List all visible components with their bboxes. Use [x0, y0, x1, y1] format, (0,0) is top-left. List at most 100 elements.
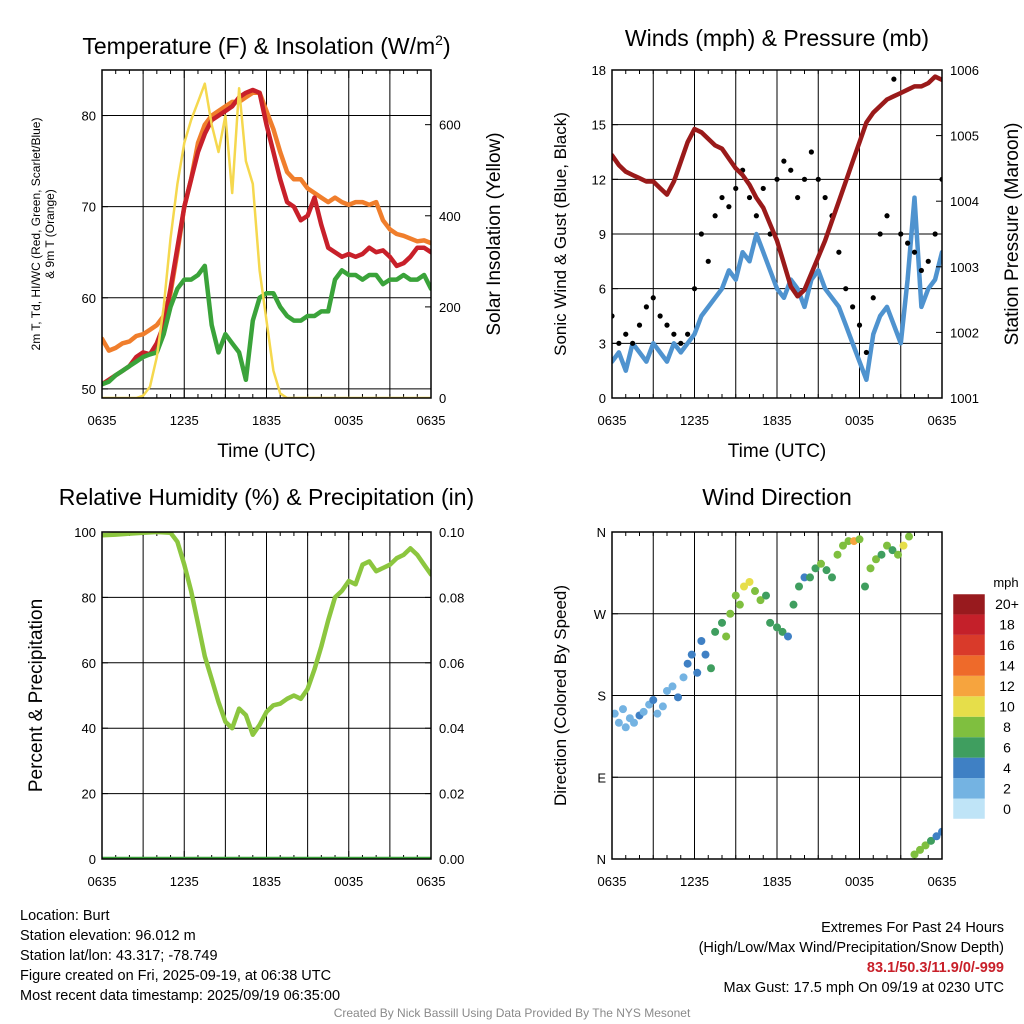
chart-panel-2: 0 3 6 9 12 15 18 1001 1002 1003 1004 1005 1006 0635 12… [551, 25, 1023, 462]
colorbar-swatch [953, 757, 985, 779]
direction-point [639, 707, 648, 716]
direction-point [687, 650, 696, 659]
direction-point [722, 632, 731, 641]
max-gust-text: Max Gust: 17.5 mph On 09/19 at 0230 UTC [723, 980, 1004, 996]
y2-tick-label: 600 [439, 118, 461, 133]
gust-point [898, 231, 904, 237]
direction-point [877, 550, 886, 559]
direction-point [844, 537, 853, 546]
colorbar-label: 12 [999, 678, 1015, 694]
y2-tick-label: 0.04 [439, 721, 464, 736]
colorbar-swatch [953, 696, 985, 717]
y2-tick-label: 1005 [950, 129, 979, 144]
direction-point [653, 709, 662, 718]
y-axis-label: 2m T, Td, HI/WC (Red, Green, Scarlet/Blu… [29, 118, 57, 351]
y-tick-label: 6 [599, 282, 606, 297]
y2-tick-label: 200 [439, 300, 461, 315]
direction-point [778, 627, 787, 636]
y-tick-label: 50 [82, 382, 96, 397]
gust-point [636, 322, 643, 328]
direction-point [784, 632, 792, 641]
plot-area [612, 74, 942, 383]
direction-point [905, 532, 913, 541]
direction-point [707, 664, 715, 673]
direction-point [766, 618, 775, 627]
x-tick-label: 1835 [763, 874, 792, 889]
y-tick-label: 70 [82, 200, 96, 215]
chart-panel-1: 50 60 70 80 0 200 400 600 0635 1235 1835 0035 0635 Te… [29, 32, 505, 462]
gust-point [698, 231, 704, 237]
direction-point [872, 555, 880, 564]
gust-point [630, 340, 636, 346]
gust-point [650, 295, 656, 301]
direction-point [668, 682, 677, 691]
gust-point [870, 295, 876, 301]
direction-point [839, 541, 847, 550]
y-axis-label: Direction (Colored By Speed) [551, 585, 570, 806]
location-text: Location: Burt [20, 908, 110, 924]
y-axis-label-line2: & 9m T (Orange) [43, 189, 57, 279]
gust-point [911, 249, 918, 255]
direction-point [731, 591, 740, 600]
direction-point [910, 850, 919, 859]
direction-point [855, 535, 864, 544]
direction-point [762, 591, 770, 600]
y2-tick-label: 0.08 [439, 590, 464, 605]
direction-point [789, 600, 798, 609]
extremes-info: Extremes For Past 24 Hours (High/Low/Max… [699, 918, 1004, 998]
chart-title: Relative Humidity (%) & Precipitation (i… [59, 484, 474, 510]
x-tick-label: 1235 [680, 874, 709, 889]
gust-point [843, 286, 849, 292]
direction-point [735, 600, 744, 609]
y2-tick-label: 1004 [950, 194, 979, 209]
y2-tick-label: 0.06 [439, 656, 464, 671]
colorbar-label: 0 [1003, 801, 1011, 817]
x-axis-label: Time (UTC) [217, 441, 316, 462]
gust-point [760, 185, 766, 192]
direction-point [800, 573, 809, 582]
gust-point [685, 331, 691, 337]
colorbar-label: 6 [1003, 739, 1011, 755]
y-tick-label: 40 [82, 721, 96, 736]
direction-point [795, 582, 803, 591]
colorbar-swatch [953, 798, 985, 819]
y-tick-label: N [597, 852, 606, 867]
gust-point [616, 340, 622, 346]
direction-point [899, 541, 908, 550]
created-text: Figure created on Fri, 2025-09-19, at 06… [20, 968, 332, 984]
colorbar-swatch [953, 778, 985, 799]
y-tick-label: 18 [592, 63, 606, 78]
direction-point [932, 832, 941, 841]
direction-point [674, 693, 682, 702]
chart-panel-4: N E S W N 0635 1235 1835 0035 0635 Wind Direction D… [551, 484, 1019, 889]
chart-title-sup: 2 [435, 32, 443, 48]
gust-point [863, 349, 869, 356]
y2-tick-label: 0.02 [439, 787, 464, 802]
colorbar-label: 14 [999, 658, 1015, 674]
y-tick-label: 12 [592, 172, 606, 187]
y-axis-label: Percent & Precipitation [26, 599, 47, 792]
direction-point [701, 650, 710, 659]
y2-tick-label: 0 [439, 391, 446, 406]
direction-point [811, 564, 820, 573]
x-tick-label: 0035 [845, 413, 874, 428]
gust-point [918, 267, 924, 274]
y-tick-label: 20 [82, 787, 96, 802]
y-tick-label: S [597, 689, 606, 704]
chart-title-main: Temperature (F) & Insolation (W/m [82, 33, 435, 59]
y2-tick-label: 0.10 [439, 525, 464, 540]
colorbar-swatch [953, 634, 985, 656]
gust-point [884, 213, 890, 219]
series-line-relative-humidity [102, 532, 431, 737]
chart-title: Temperature (F) & Insolation (W/m2) [82, 32, 450, 59]
gust-point [856, 322, 863, 328]
y-tick-label: E [597, 770, 606, 785]
x-tick-label: 0035 [334, 874, 363, 889]
y2-tick-label: 400 [439, 209, 461, 224]
direction-point [866, 564, 875, 573]
x-tick-label: 0635 [928, 874, 957, 889]
y-tick-label: 3 [599, 336, 606, 351]
x-tick-label: 0035 [334, 413, 363, 428]
colorbar: mph 0 2 4 6 8 10 12 14 16 18 20+ [952, 575, 1019, 820]
